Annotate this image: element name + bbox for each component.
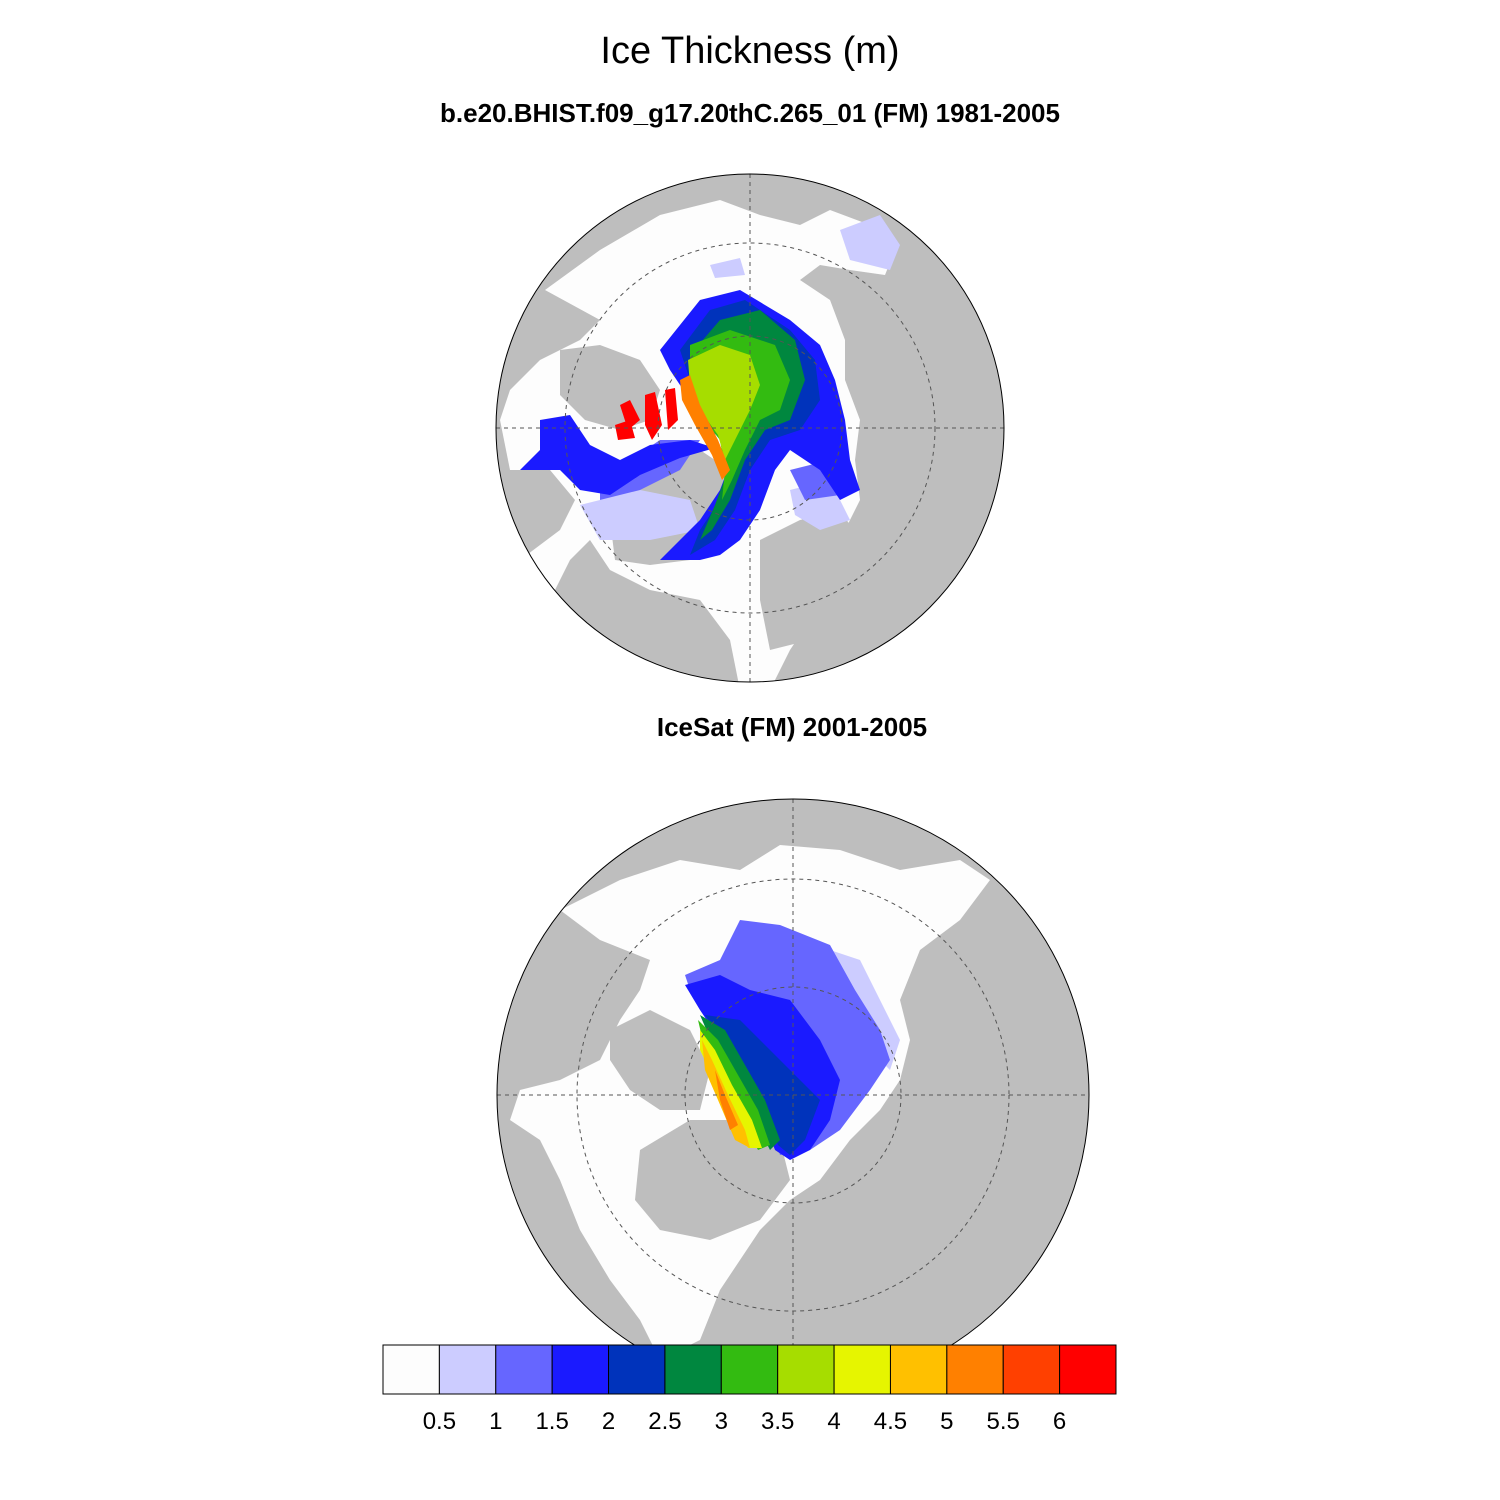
map-2-ice-orange — [702, 1040, 750, 1148]
colorbar-label: 5 — [940, 1408, 953, 1435]
figure-title: Ice Thickness (m) — [600, 30, 900, 72]
colorbar-label: 5.5 — [987, 1408, 1020, 1435]
map-1-eurasia — [760, 510, 860, 650]
colorbar-label: 2.5 — [648, 1408, 681, 1435]
colorbar-box — [438, 1344, 497, 1395]
colorbar-label: 1 — [489, 1408, 502, 1435]
colorbar-box — [551, 1344, 610, 1395]
colorbar-box — [1002, 1344, 1061, 1395]
map-1-ice-yellowgreen — [688, 345, 760, 460]
map-2-greenland — [635, 1120, 790, 1240]
colorbar-box — [495, 1344, 553, 1395]
map-1-gridlines — [496, 174, 1004, 682]
colorbar-label: 6 — [1053, 1408, 1066, 1435]
colorbar-label: 4.5 — [874, 1408, 907, 1435]
map-1-ice-red — [615, 388, 678, 440]
colorbar-box — [833, 1344, 891, 1395]
map-1-archipelago — [560, 345, 660, 430]
colorbar-box — [1059, 1344, 1117, 1395]
colorbar-label: 4 — [827, 1408, 840, 1435]
panel-1-title: b.e20.BHIST.f09_g17.20thC.265_01 (FM) 19… — [440, 98, 1060, 128]
colorbar-box — [382, 1344, 440, 1395]
map-1-ice-lightblue — [580, 490, 700, 540]
colorbar-box — [889, 1344, 948, 1395]
map-1-ice-blue — [520, 415, 715, 495]
map-1-border — [495, 173, 1005, 683]
map-2-archipelago — [610, 1010, 710, 1110]
icesat-polar-map — [496, 798, 1090, 1392]
colorbar-label: 2 — [602, 1408, 615, 1435]
colorbar-label: 3.5 — [761, 1408, 794, 1435]
colorbar-box — [720, 1344, 779, 1395]
panel-2-title: IceSat (FM) 2001-2005 — [656, 712, 928, 742]
colorbar-box — [608, 1344, 666, 1395]
map-2-gridlines — [497, 799, 1089, 1391]
map-2-ice-yellow — [700, 1030, 762, 1148]
colorbar-box — [946, 1344, 1004, 1395]
colorbar-label: 0.5 — [423, 1408, 456, 1435]
colorbar-box — [664, 1344, 722, 1395]
model-polar-map — [495, 173, 1005, 683]
map-2-eurasia — [810, 1170, 960, 1380]
colorbar: 0.5 1 1.5 2 2.5 3 3.5 4 4.5 5 5.5 6 — [382, 1344, 1117, 1435]
colorbar-label: 3 — [715, 1408, 728, 1435]
colorbar-label: 1.5 — [535, 1408, 568, 1435]
colorbar-box — [777, 1344, 835, 1395]
